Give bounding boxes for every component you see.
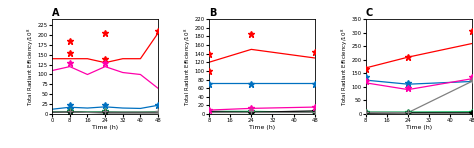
Text: B: B <box>209 8 216 18</box>
Text: A: A <box>52 8 60 18</box>
X-axis label: Time (h): Time (h) <box>249 124 275 130</box>
X-axis label: Time (h): Time (h) <box>92 124 118 130</box>
Y-axis label: Total Radiant Efficiency/10$^8$: Total Radiant Efficiency/10$^8$ <box>340 28 350 106</box>
Y-axis label: Total Radiant Efficiency/10$^8$: Total Radiant Efficiency/10$^8$ <box>183 28 193 106</box>
X-axis label: Time (h): Time (h) <box>406 124 432 130</box>
Y-axis label: Total Radiant Efficiency/10$^8$: Total Radiant Efficiency/10$^8$ <box>26 28 36 106</box>
Text: C: C <box>366 8 373 18</box>
